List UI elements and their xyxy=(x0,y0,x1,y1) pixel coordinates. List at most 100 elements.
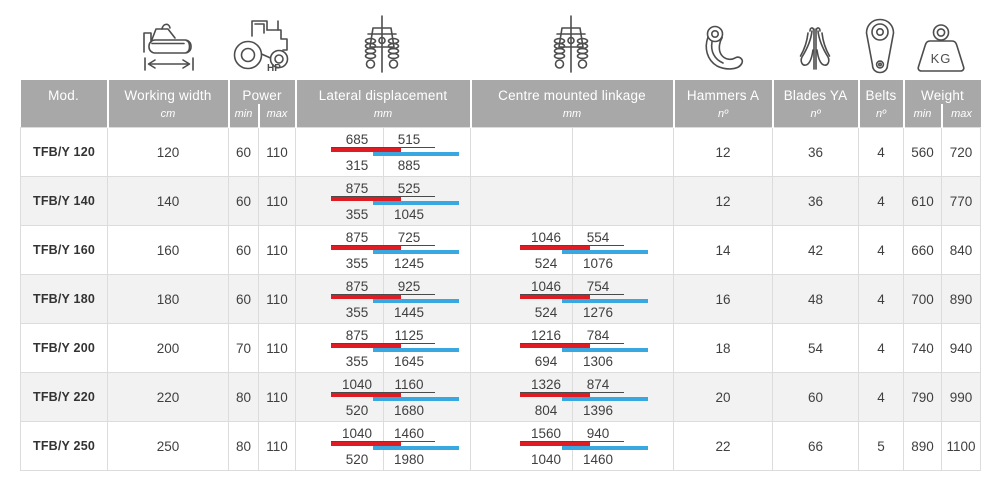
model-cell: TFB/Y 180 xyxy=(20,274,108,324)
unit-power-min: min xyxy=(227,104,259,128)
col-header-lateral-displacement: Lateral displacement xyxy=(294,80,471,104)
weight-min-cell: 700 xyxy=(903,274,943,324)
lateral-displacement-cell: 875 725 355 1245 xyxy=(295,225,472,275)
blades-cell: 42 xyxy=(772,225,860,275)
linkage-bottom-right: 1276 xyxy=(582,304,614,320)
centre-linkage-cell: 1326 874 804 1396 xyxy=(470,372,675,422)
unit-weight-min: min xyxy=(902,104,942,128)
linkage-bottom-right: 1396 xyxy=(582,402,614,418)
linkage-top-right: 940 xyxy=(572,425,625,442)
linkage-bottom-right: 1306 xyxy=(582,353,614,369)
right-displacement-bar xyxy=(373,347,460,352)
centre-linkage-cell xyxy=(470,176,675,226)
displacement-top-left: 685 xyxy=(331,131,384,148)
hammers-cell: 22 xyxy=(673,421,774,471)
flail-mower-rear-icon xyxy=(362,14,402,76)
centre-linkage-cell: 1046 554 524 1076 xyxy=(470,225,675,275)
blades-cell: 54 xyxy=(772,323,860,373)
displacement-top-right: 1160 xyxy=(383,376,436,393)
linkage-bottom-left: 524 xyxy=(534,304,558,320)
weight-max-cell: 890 xyxy=(941,274,982,324)
displacement-diagram: 1040 1160 520 1680 xyxy=(331,376,460,419)
hammers-cell: 16 xyxy=(673,274,774,324)
right-displacement-bar xyxy=(562,249,649,254)
left-displacement-bar xyxy=(331,343,402,348)
unit-blades: nº xyxy=(771,104,859,128)
mower-working-width-icon xyxy=(137,18,199,72)
weight-max-cell: 720 xyxy=(941,127,982,177)
power-min-cell: 60 xyxy=(228,274,259,324)
lateral-displacement-cell: 875 1125 355 1645 xyxy=(295,323,472,373)
left-displacement-bar xyxy=(520,441,591,446)
hammers-cell: 20 xyxy=(673,372,774,422)
power-min-cell: 70 xyxy=(228,323,259,373)
specs-table: Mod. Working width Power Lateral displac… xyxy=(20,80,982,471)
kg-label: KG xyxy=(931,51,952,66)
left-displacement-bar xyxy=(331,245,402,250)
weight-min-cell: 660 xyxy=(903,225,943,275)
displacement-top-right: 1125 xyxy=(383,327,436,344)
right-displacement-bar xyxy=(373,249,460,254)
displacement-bottom-right: 1245 xyxy=(393,255,425,271)
linkage-top-left: 1046 xyxy=(520,278,573,295)
column-icons: HP xyxy=(20,0,980,80)
belts-cell: 4 xyxy=(858,127,905,177)
weight-kg-icon: KG xyxy=(913,22,969,74)
displacement-top-left: 875 xyxy=(331,180,384,197)
unit-working-width: cm xyxy=(106,104,229,128)
displacement-bottom-right: 885 xyxy=(397,157,421,173)
hp-label: HP xyxy=(267,63,281,72)
left-displacement-bar xyxy=(331,147,402,152)
displacement-diagram: 875 525 355 1045 xyxy=(331,180,460,223)
displacement-top-right: 725 xyxy=(383,229,436,246)
table-header: Mod. Working width Power Lateral displac… xyxy=(20,80,981,128)
belts-cell: 4 xyxy=(858,372,905,422)
unit-centre-linkage: mm xyxy=(469,104,674,128)
power-min-cell: 60 xyxy=(228,225,259,275)
displacement-bottom-left: 315 xyxy=(345,157,369,173)
belts-cell: 4 xyxy=(858,176,905,226)
linkage-bottom-left: 694 xyxy=(534,353,558,369)
displacement-bottom-right: 1980 xyxy=(393,451,425,467)
left-displacement-bar xyxy=(520,343,591,348)
weight-min-cell: 890 xyxy=(903,421,943,471)
belts-cell: 4 xyxy=(858,323,905,373)
col-header-weight: Weight xyxy=(902,80,981,104)
left-displacement-bar xyxy=(331,441,402,446)
displacement-top-left: 1040 xyxy=(331,376,384,393)
model-cell: TFB/Y 200 xyxy=(20,323,108,373)
power-min-cell: 80 xyxy=(228,372,259,422)
right-displacement-bar xyxy=(562,298,649,303)
working-width-cell: 250 xyxy=(107,421,229,471)
displacement-top-left: 875 xyxy=(331,278,384,295)
linkage-bottom-left: 524 xyxy=(534,255,558,271)
model-cell: TFB/Y 140 xyxy=(20,176,108,226)
hammer-flail-icon xyxy=(699,24,745,74)
lateral-displacement-cell: 1040 1160 520 1680 xyxy=(295,372,472,422)
col-header-working-width: Working width xyxy=(106,80,229,104)
linkage-top-right: 874 xyxy=(572,376,625,393)
power-max-cell: 110 xyxy=(257,372,297,422)
power-min-cell: 80 xyxy=(228,421,259,471)
weight-max-cell: 1100 xyxy=(941,421,982,471)
hammers-cell: 12 xyxy=(673,127,774,177)
col-header-mod: Mod. xyxy=(20,80,108,104)
weight-max-cell: 770 xyxy=(941,176,982,226)
power-max-cell: 110 xyxy=(257,421,297,471)
power-max-cell: 110 xyxy=(257,176,297,226)
linkage-diagram: 1046 754 524 1276 xyxy=(520,278,649,321)
working-width-cell: 200 xyxy=(107,323,229,373)
col-header-hammers: Hammers A xyxy=(672,80,773,104)
table-row: TFB/Y 250 250 80 110 1040 1460 520 1980 15… xyxy=(20,421,982,471)
blades-cell: 60 xyxy=(772,372,860,422)
model-cell: TFB/Y 120 xyxy=(20,127,108,177)
linkage-bottom-left: 804 xyxy=(534,402,558,418)
left-displacement-bar xyxy=(520,392,591,397)
col-header-power: Power xyxy=(227,80,296,104)
left-displacement-bar xyxy=(520,294,591,299)
displacement-top-left: 875 xyxy=(331,327,384,344)
weight-min-cell: 790 xyxy=(903,372,943,422)
displacement-top-right: 525 xyxy=(383,180,436,197)
right-displacement-bar xyxy=(373,396,460,401)
col-header-blades: Blades YA xyxy=(771,80,859,104)
